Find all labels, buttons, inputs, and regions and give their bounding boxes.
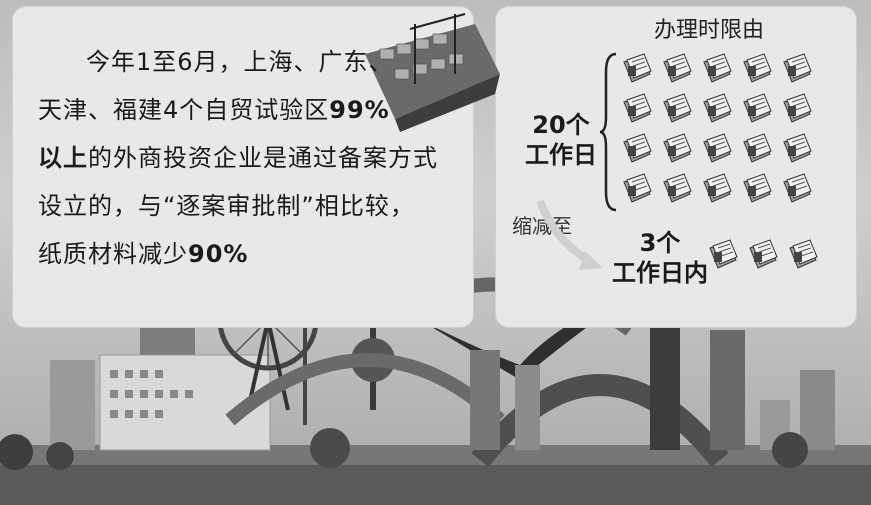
after-duration-count: 3个 (639, 229, 681, 257)
document-stack-icon (660, 52, 694, 86)
before-duration-label: 20个 工作日 (516, 110, 606, 170)
processing-time-title: 办理时限由 (654, 18, 765, 43)
after-duration-unit: 工作日内 (612, 259, 708, 287)
document-stack-icon (706, 238, 740, 272)
document-stack-icon (660, 172, 694, 206)
document-stack-icon (780, 52, 814, 86)
document-stack-icon (620, 92, 654, 126)
document-stack-icon (620, 172, 654, 206)
document-stack-icon (740, 132, 774, 166)
document-stack-icon (780, 92, 814, 126)
document-stack-row-after (706, 238, 820, 272)
document-stack-icon (620, 52, 654, 86)
document-stack-icon (700, 92, 734, 126)
document-stack-icon (700, 52, 734, 86)
cargo-ship-illustration (365, 13, 500, 132)
document-stack-icon (700, 172, 734, 206)
curved-arrow-icon (536, 199, 603, 270)
summary-line-5-bold: 90% (188, 240, 249, 268)
summary-line-5: 纸质材料减少90% (38, 230, 438, 278)
summary-line-3: 以上的外商投资企业是通过备案方式 (38, 134, 438, 182)
document-stack-icon (660, 132, 694, 166)
document-stack-icon (740, 52, 774, 86)
document-stack-icon (700, 132, 734, 166)
summary-line-5-text: 纸质材料减少 (38, 240, 188, 268)
document-stack-icon (786, 238, 820, 272)
summary-line-2-text: 天津、福建4个自贸试验区 (38, 96, 330, 124)
summary-line-1: 今年1至6月，上海、广东、 (86, 48, 394, 76)
document-stack-icon (740, 172, 774, 206)
curly-brace-icon (600, 52, 617, 212)
document-stack-grid-before (620, 52, 816, 206)
document-stack-icon (780, 172, 814, 206)
before-duration-count: 20个 (532, 111, 590, 139)
document-stack-icon (780, 132, 814, 166)
summary-line-3-bold: 以上 (38, 144, 88, 172)
summary-line-3-text: 的外商投资企业是通过备案方式 (88, 144, 438, 172)
summary-line-2-bold: 99% (329, 96, 390, 124)
before-duration-unit: 工作日 (525, 141, 597, 169)
document-stack-icon (746, 238, 780, 272)
summary-line-2: 天津、福建4个自贸试验区99% (38, 86, 438, 134)
after-duration-label: 3个 工作日内 (610, 228, 710, 288)
document-stack-icon (660, 92, 694, 126)
document-stack-icon (620, 132, 654, 166)
summary-line-4: 设立的，与“逐案审批制”相比较， (38, 192, 415, 220)
document-stack-icon (740, 92, 774, 126)
summary-text: 今年1至6月，上海、广东、 天津、福建4个自贸试验区99% 以上的外商投资企业是… (38, 38, 438, 278)
